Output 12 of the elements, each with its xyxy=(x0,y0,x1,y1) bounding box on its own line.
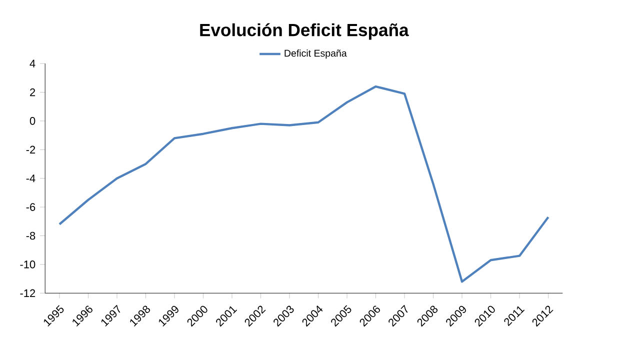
y-tick-label: -8 xyxy=(26,232,36,240)
y-tick-label: -6 xyxy=(26,202,36,211)
chart-title: Evolución Deficit España xyxy=(200,22,409,40)
y-tick-label: -2 xyxy=(26,146,36,154)
y-tick-label: 2 xyxy=(30,88,36,96)
y-tick-label: 4 xyxy=(30,60,36,68)
y-tick-label: -4 xyxy=(26,174,36,182)
y-tick-label: -12 xyxy=(20,289,36,297)
y-tick-label: -10 xyxy=(20,260,36,268)
legend-label: Deficit España xyxy=(284,49,347,58)
line-series xyxy=(58,85,550,283)
y-tick-label: 0 xyxy=(30,116,36,125)
